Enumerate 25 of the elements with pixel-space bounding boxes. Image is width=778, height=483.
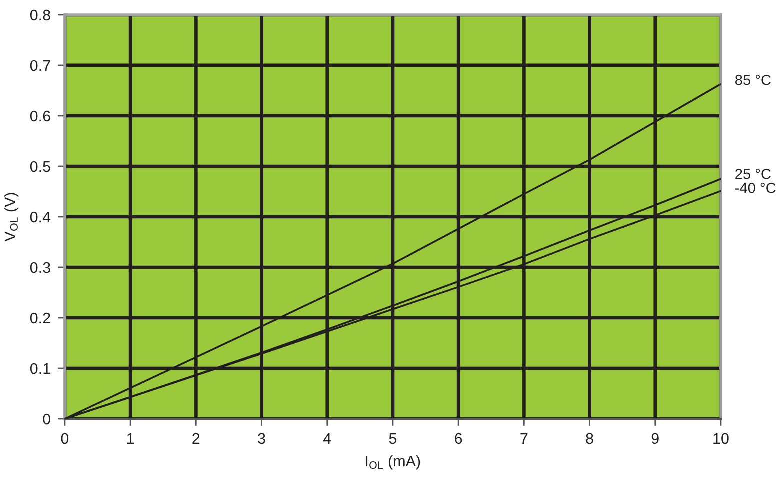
x-tick-label: 5: [389, 433, 397, 444]
y-tick-label: 0.5: [30, 161, 50, 172]
x-axis-title: I$_{OL}$ (mA): [366, 455, 420, 470]
x-tick-label: 7: [520, 433, 528, 444]
y-tick-label: 0.3: [30, 262, 50, 274]
y-tick-label: 0.1: [30, 363, 50, 374]
x-tick-label: 9: [652, 433, 659, 444]
x-tick-label: 6: [455, 433, 462, 444]
y-tick-label: 0.6: [30, 110, 50, 122]
y-tick-label: 0.8: [30, 10, 50, 21]
x-tick-label: 4: [323, 433, 332, 444]
y-tick-label: 0.2: [30, 312, 50, 324]
y-tick-label: 0.4: [30, 212, 51, 223]
x-tick-label: 1: [127, 433, 134, 444]
x-tick-label: 3: [258, 433, 266, 444]
x-tick-label: 10: [714, 433, 729, 444]
series-label: 25 °C: [736, 168, 771, 180]
x-tick-label: 8: [586, 433, 594, 444]
y-axis-title: V$_{OL}$ (V): [4, 193, 19, 242]
series-label: -40 °C: [736, 182, 776, 194]
y-tick-label: 0: [43, 414, 50, 425]
x-tick-label: 0: [61, 433, 69, 444]
x-tick-label: 2: [192, 433, 200, 444]
y-tick-label: 0.7: [30, 60, 50, 72]
series-label: 85 °C: [735, 74, 771, 86]
